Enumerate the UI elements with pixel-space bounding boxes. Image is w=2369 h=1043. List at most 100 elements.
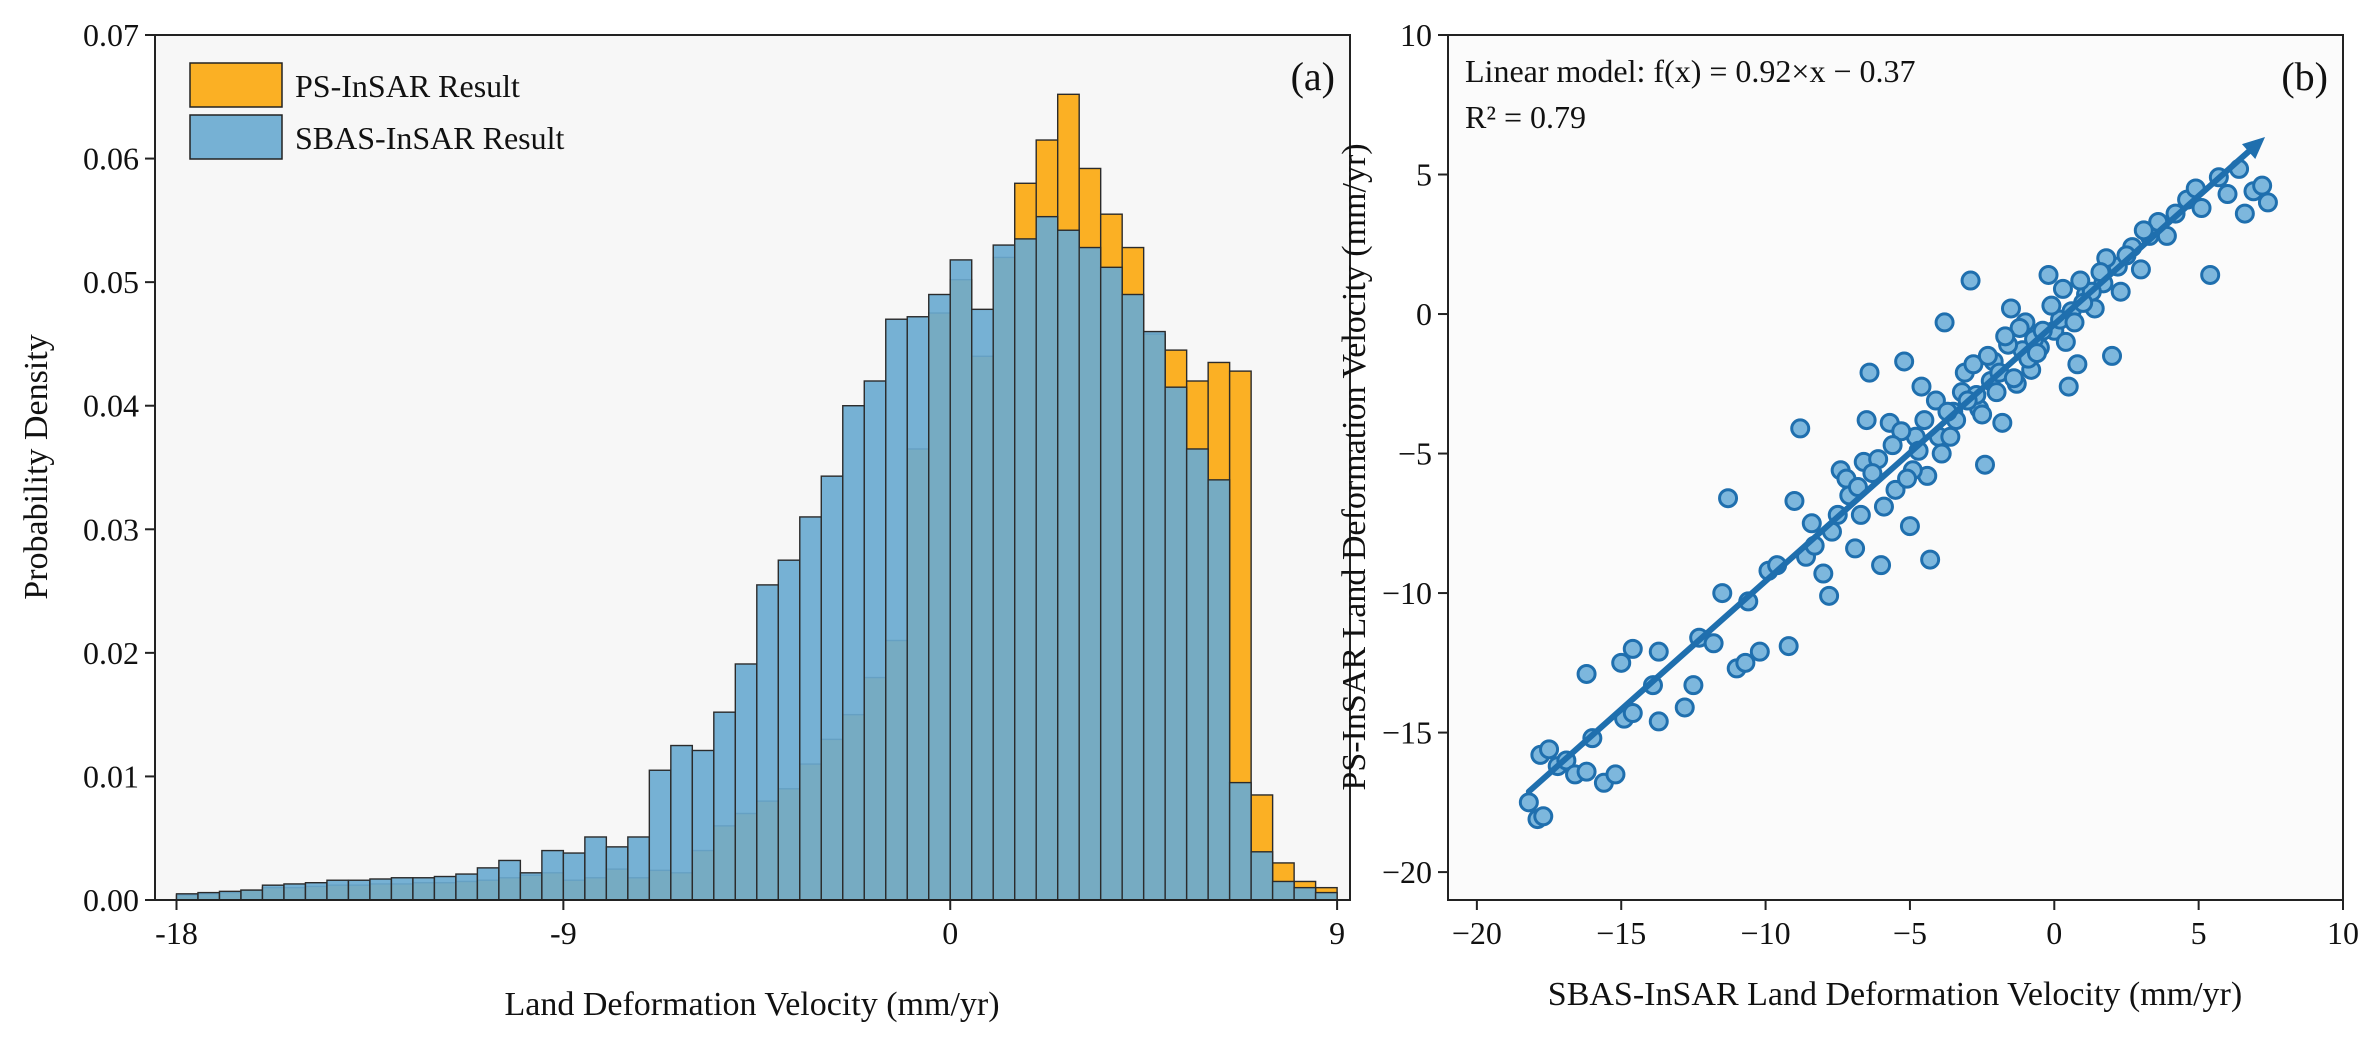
scatter-point <box>2000 298 2021 319</box>
r-squared: R² = 0.79 <box>1465 99 1586 135</box>
panel-a-x-label: Land Deformation Velocity (mm/yr) <box>504 986 999 1023</box>
scatter-point <box>2133 220 2154 241</box>
scatter-point <box>1920 549 1941 570</box>
scatter-point <box>2041 295 2062 316</box>
sbas-insar-bar <box>1121 293 1145 901</box>
sbas-insar-bar <box>326 879 350 901</box>
scatter-point <box>1518 792 1539 813</box>
sbas-insar-bar <box>1014 238 1037 901</box>
scatter-point <box>1856 410 1877 431</box>
sbas-insar-bar <box>261 884 285 901</box>
scatter-point <box>1622 703 1643 724</box>
scatter-point <box>1801 513 1822 534</box>
scatter-point <box>1925 390 1946 411</box>
scatter-point <box>1995 326 2016 347</box>
sbas-insar-bar <box>1142 330 1166 901</box>
scatter-point <box>1790 418 1811 439</box>
sbas-insar-bar <box>777 559 801 901</box>
x-tick-label: −15 <box>1596 915 1646 951</box>
scatter-point <box>1899 516 1920 537</box>
sbas-insar-bar <box>1293 886 1317 901</box>
sbas-insar-bar <box>648 769 672 901</box>
scatter-point <box>1735 652 1756 673</box>
sbas-insar-bar <box>1271 880 1295 901</box>
scatter-point <box>1648 641 1669 662</box>
scatter-point <box>1992 412 2013 433</box>
x-tick-label: -9 <box>550 915 577 951</box>
sbas-insar-bar <box>713 711 737 901</box>
sbas-insar-bar <box>562 852 586 901</box>
scatter-point <box>2252 175 2273 196</box>
scatter-point <box>1859 362 1880 383</box>
scatter-point <box>1891 421 1912 442</box>
scatter-point <box>1712 583 1733 604</box>
scatter-point <box>1931 443 1952 464</box>
sbas-insar-bar <box>1228 781 1252 901</box>
sbas-insar-bar <box>347 879 371 901</box>
x-tick-label: 0 <box>942 915 958 951</box>
scatter-point <box>2055 331 2076 352</box>
scatter-point <box>1784 490 1805 511</box>
x-tick-label: −20 <box>1452 915 1502 951</box>
sbas-insar-bar <box>304 882 328 901</box>
scatter-point <box>1972 404 1993 425</box>
sbas-insar-bar <box>756 584 779 901</box>
panel-b-frame <box>1447 34 2344 901</box>
scatter-point <box>1533 806 1554 827</box>
scatter-point <box>2038 264 2059 285</box>
y-tick-label: 0.04 <box>83 388 139 424</box>
scatter-point <box>1778 636 1799 657</box>
scatter-point <box>2009 317 2030 338</box>
sbas-insar-bar <box>820 475 844 901</box>
y-tick-label: 0 <box>1416 296 1432 332</box>
sbas-insar-bar <box>197 891 221 901</box>
panel-a-tag: (a) <box>1291 54 1335 99</box>
sbas-insar-bar <box>541 849 565 901</box>
scatter-point <box>2110 281 2131 302</box>
sbas-insar-bar <box>1078 246 1102 901</box>
scatter-point <box>2217 184 2238 205</box>
x-tick-label: 9 <box>1329 915 1345 951</box>
sbas-insar-bar <box>433 875 457 901</box>
sbas-insar-bar <box>885 318 908 901</box>
sbas-insar-bar <box>1035 215 1059 901</box>
scatter-point <box>1960 270 1981 291</box>
sbas-insar-bar <box>734 663 758 901</box>
scatter-point <box>1718 488 1739 509</box>
sbas-insar-bar <box>412 877 436 901</box>
scatter-point <box>1674 697 1695 718</box>
scatter-point <box>1911 376 1932 397</box>
scatter-point <box>2026 343 2047 364</box>
y-tick-label: 0.07 <box>83 17 139 53</box>
scatter-point <box>1845 538 1866 559</box>
scatter-point <box>1703 633 1724 654</box>
scatter-point <box>1914 410 1935 431</box>
legend-swatch-sbas-insar <box>189 114 283 160</box>
legend-swatch-ps-insar <box>189 62 283 108</box>
scatter-point <box>2064 312 2085 333</box>
sbas-insar-bar <box>390 877 414 901</box>
panel-a-y-label: Probability Density <box>18 334 55 599</box>
scatter-point <box>1862 463 1883 484</box>
scatter-point <box>2200 264 2221 285</box>
scatter-point <box>1885 479 1906 500</box>
sbas-insar-bar <box>627 836 651 901</box>
panel-a-frame <box>154 34 1351 901</box>
y-tick-label: 0.00 <box>83 882 139 918</box>
scatter-point <box>1539 739 1560 760</box>
sbas-insar-bar <box>1250 851 1274 901</box>
panel-a: 0.00 0.01 0.02 0.03 0.04 0.05 0.06 0.07 -18 -9 0 9… <box>18 17 1351 1023</box>
scatter-point <box>2058 376 2079 397</box>
sbas-insar-bar <box>799 516 822 901</box>
x-tick-label: 0 <box>2046 915 2062 951</box>
y-tick-label: 0.05 <box>83 264 139 300</box>
sbas-insar-bar <box>971 308 994 901</box>
scatter-point <box>2130 259 2151 280</box>
sbas-insar-bar <box>928 293 951 901</box>
sbas-insar-bar <box>455 873 479 901</box>
sbas-insar-bar <box>1056 229 1080 901</box>
sbas-insar-bar <box>218 890 242 901</box>
sbas-insar-bar <box>670 744 694 901</box>
fit-equation: Linear model: f(x) = 0.92×x − 0.37 <box>1465 53 1915 89</box>
scatter-point <box>2234 203 2255 224</box>
